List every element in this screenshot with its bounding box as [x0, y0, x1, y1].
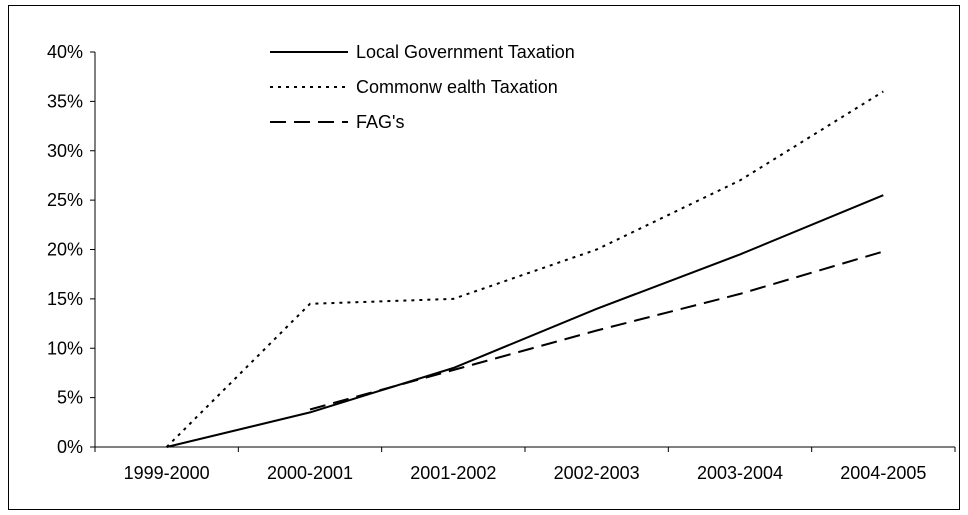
y-tick-labels: 0% 5% 10% 15% 20% 25% 30% 35% 40% — [47, 42, 83, 457]
y-tick-label: 20% — [47, 240, 83, 260]
legend-label: FAG's — [356, 112, 404, 132]
legend-label: Commonw ealth Taxation — [356, 77, 558, 97]
y-tick-label: 0% — [57, 437, 83, 457]
y-tick-label: 30% — [47, 141, 83, 161]
y-tick-label: 35% — [47, 91, 83, 111]
x-tick-label: 2004-2005 — [840, 463, 926, 483]
x-tick-label: 2002-2003 — [554, 463, 640, 483]
y-tick-label: 15% — [47, 289, 83, 309]
legend-label: Local Government Taxation — [356, 42, 575, 62]
legend: Local Government Taxation Commonw ealth T… — [270, 42, 575, 132]
y-tick-label: 25% — [47, 190, 83, 210]
axes — [90, 51, 956, 452]
series-line-1 — [166, 194, 884, 448]
x-tick-label: 2001-2002 — [410, 463, 496, 483]
chart-frame — [8, 5, 960, 510]
x-tick-label: 2000-2001 — [267, 463, 353, 483]
series-line-3 — [309, 250, 884, 411]
y-tick-label: 40% — [47, 42, 83, 62]
series-line-2 — [165, 90, 884, 448]
series-lines — [165, 90, 884, 448]
x-tick-label: 1999-2000 — [124, 463, 210, 483]
y-tick-label: 10% — [47, 338, 83, 358]
y-tick-label: 5% — [57, 388, 83, 408]
x-tick-label: 2003-2004 — [697, 463, 783, 483]
x-tick-labels: 1999-2000 2000-2001 2001-2002 2002-2003 2003… — [124, 463, 927, 483]
